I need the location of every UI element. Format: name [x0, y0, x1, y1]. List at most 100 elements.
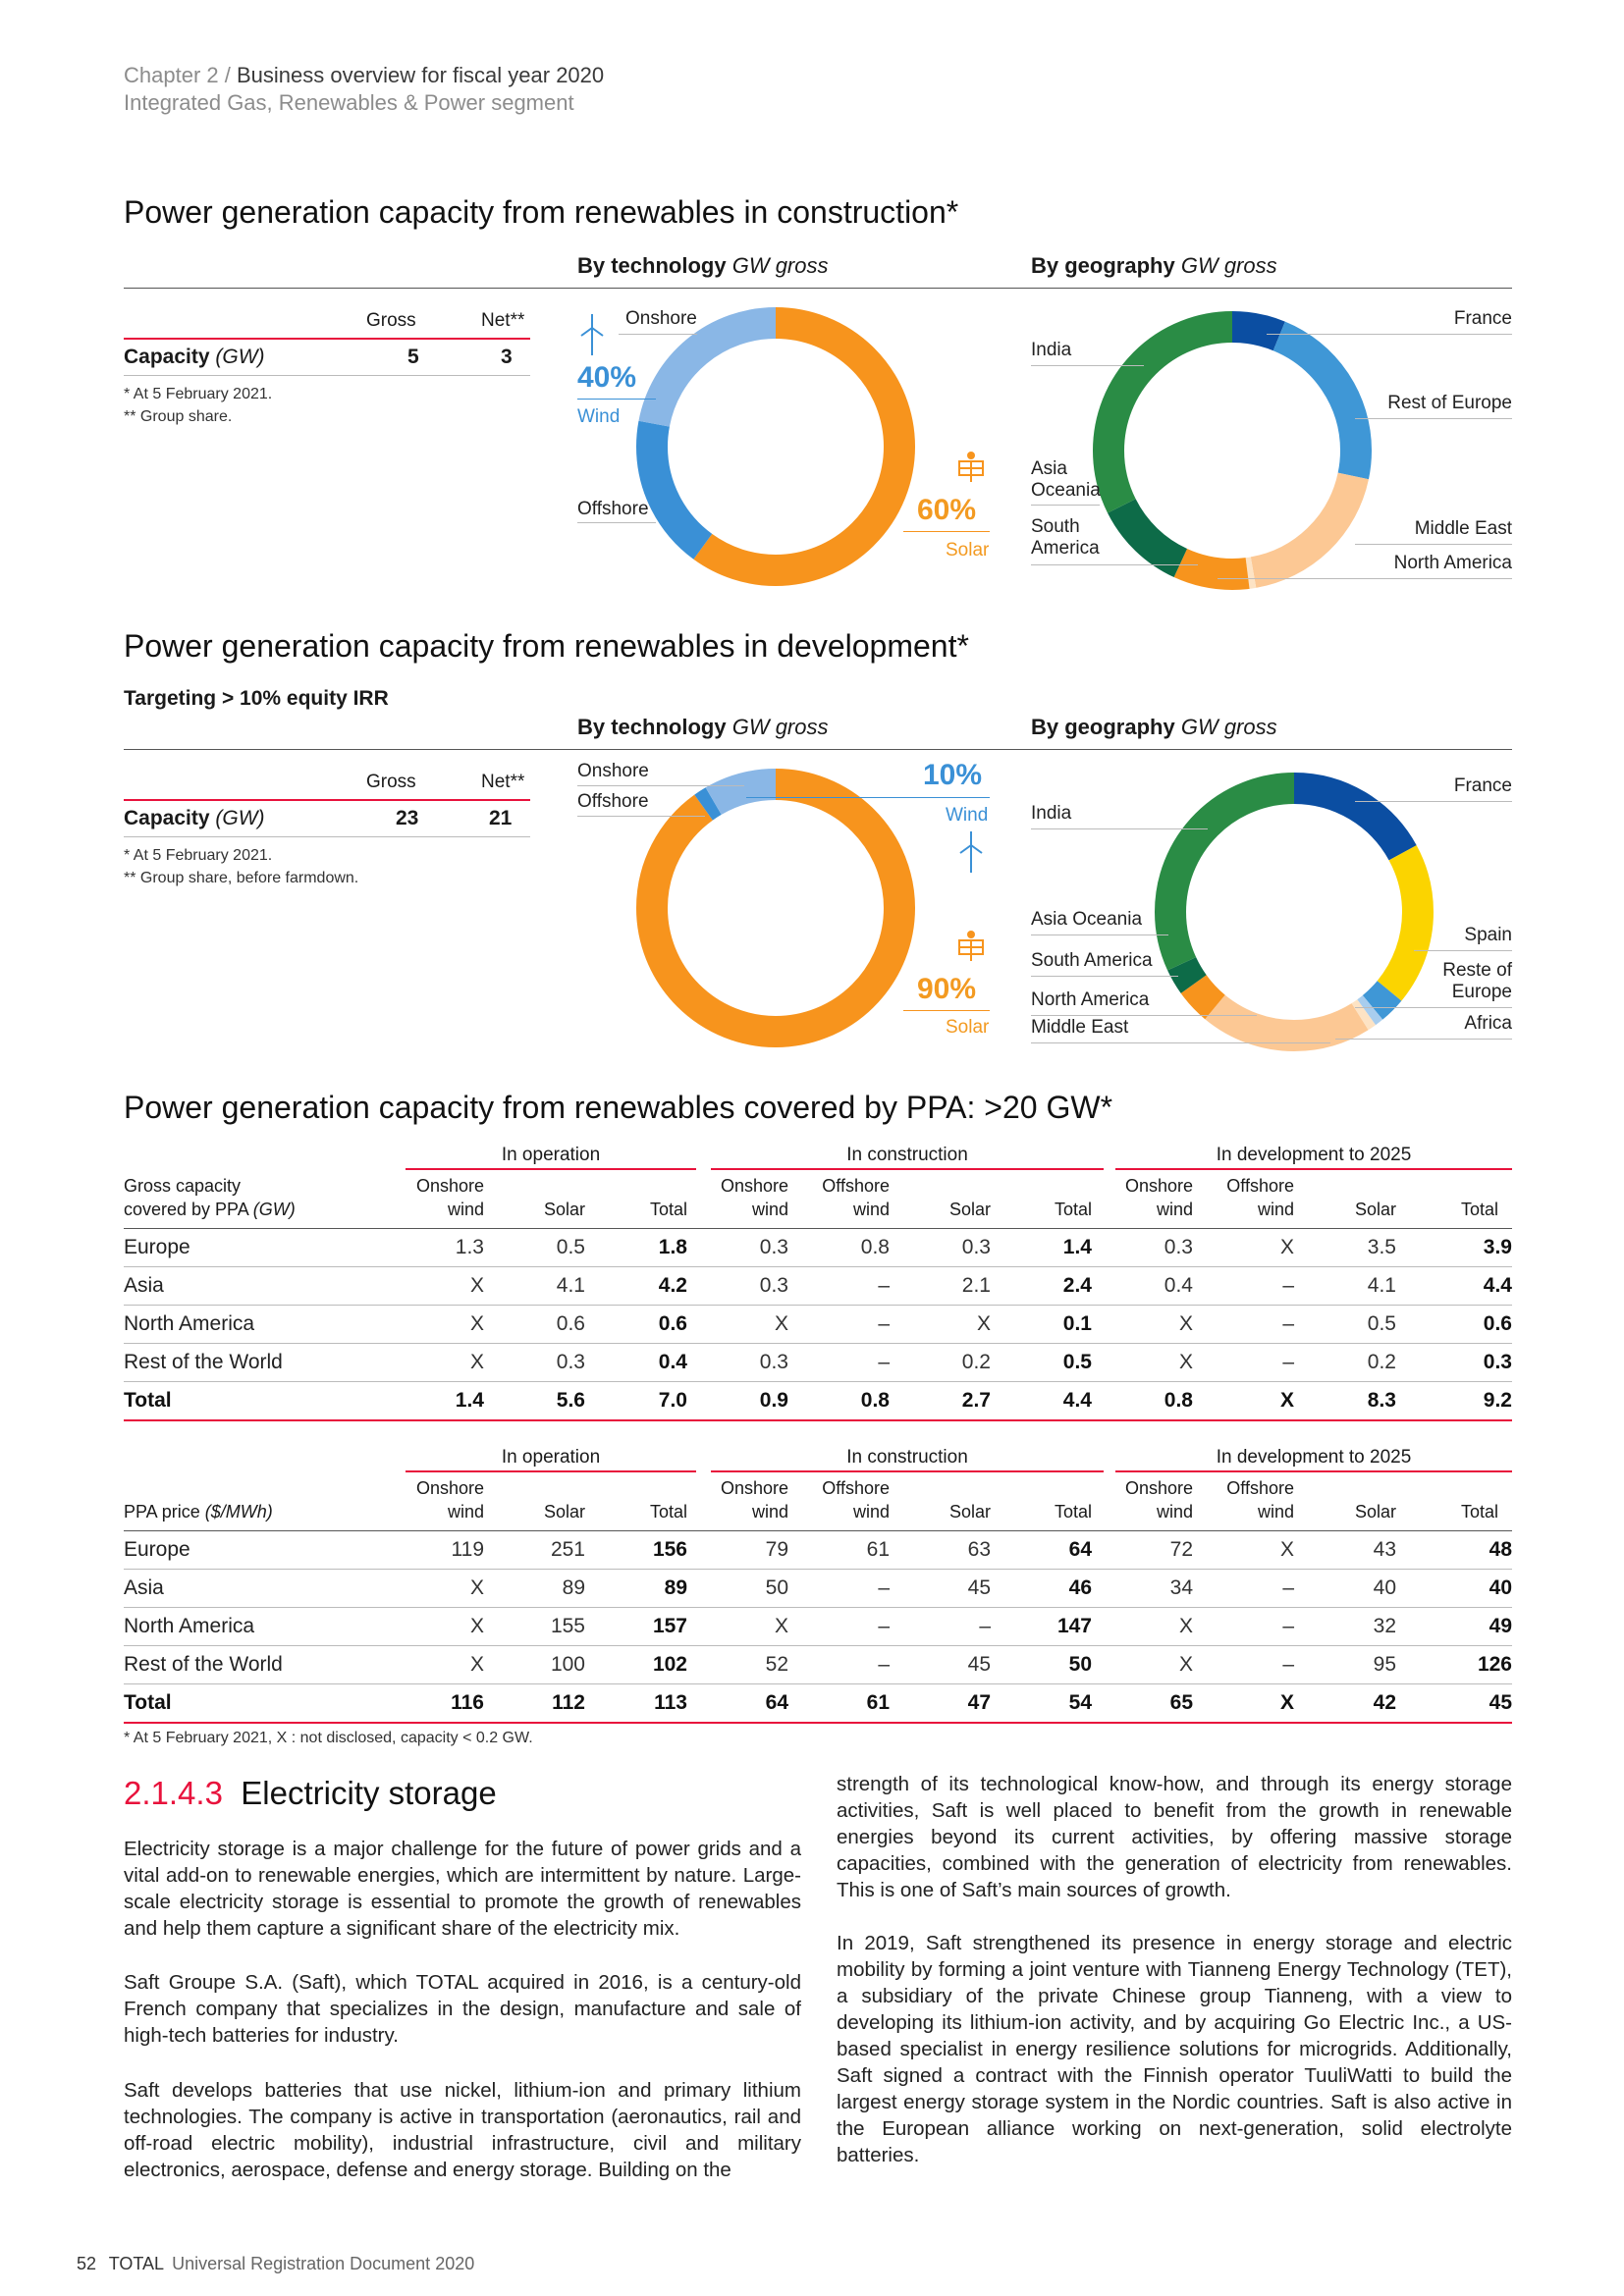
table-cell: X	[373, 1305, 484, 1344]
chapter-header: Chapter 2 / Business overview for fiscal…	[124, 63, 605, 87]
south-america-label: South America	[1031, 516, 1100, 559]
page-number: 52	[77, 2254, 97, 2273]
development-by-tech: By technology GW gross	[577, 715, 829, 739]
spain-label: Spain	[1464, 925, 1512, 945]
table-cell: X	[1193, 1229, 1294, 1267]
table-row: North America X 0.6 0.6 X – X 0.1 X –0.5 0.6	[124, 1305, 1512, 1344]
leader-line	[577, 816, 705, 817]
leader-line	[1267, 334, 1512, 335]
table-cell: 0.4	[1092, 1266, 1193, 1306]
leader-line	[1355, 418, 1512, 419]
south-america-label: South America	[1031, 950, 1153, 971]
middle-east-label: Middle East	[1031, 1017, 1129, 1038]
table-cell: 63	[890, 1531, 991, 1570]
table-cell: 0.5	[1294, 1305, 1396, 1344]
table-cell: 113	[585, 1683, 687, 1724]
table-cell: 45	[890, 1569, 991, 1608]
divider	[1115, 1470, 1512, 1472]
table-row: Rest of the World X 0.3 0.4 0.3–0.2 0.5 X –0.2 0…	[124, 1343, 1512, 1382]
leader-line	[1218, 578, 1512, 579]
table-cell: –	[1193, 1607, 1294, 1646]
table-cell: X	[1193, 1683, 1294, 1724]
paragraph: Saft Groupe S.A. (Saft), which TOTAL acq…	[124, 1971, 801, 2047]
table-cell: 0.3	[484, 1343, 585, 1382]
doc-title: Universal Registration Document 2020	[172, 2254, 475, 2273]
table-cell: 0.8	[788, 1229, 890, 1267]
ppa-title: Power generation capacity from renewable…	[124, 1090, 1113, 1125]
table-cell: 0.3	[1092, 1229, 1193, 1267]
table-cell: 49	[1396, 1607, 1512, 1646]
paragraph: Saft develops batteries that use nickel,…	[124, 2079, 801, 2181]
table-cell: 157	[585, 1607, 687, 1646]
col-onshore-wind: Onshore wind	[720, 1478, 788, 1522]
col-solar: Solar	[948, 1200, 991, 1219]
capacity-net: 21	[489, 807, 513, 829]
leader-line	[1031, 828, 1208, 829]
middle-east-label: Middle East	[1414, 518, 1512, 539]
col-onshore-wind: Onshore wind	[1124, 1478, 1193, 1522]
leader-line	[1355, 544, 1512, 545]
row-label: Rest of the World	[124, 1343, 373, 1382]
row-label: Europe	[124, 1229, 373, 1267]
capacity-gross: 23	[396, 807, 419, 829]
france-label: France	[1453, 308, 1512, 329]
onshore-segment	[636, 769, 915, 1047]
row-label: Asia	[124, 1569, 373, 1608]
divider	[746, 797, 990, 798]
row-label: Europe	[124, 1531, 373, 1570]
table-cell: 43	[1294, 1531, 1396, 1570]
table-cell: X	[373, 1569, 484, 1608]
row-label: North America	[124, 1607, 373, 1646]
table-cell: 155	[484, 1607, 585, 1646]
asia-oceania-label: Asia Oceania	[1031, 458, 1101, 501]
leader-line	[1031, 1042, 1330, 1043]
table-cell: 4.1	[484, 1266, 585, 1306]
table-cell: –	[1193, 1305, 1294, 1344]
capacity-gross: 5	[407, 346, 419, 368]
table-cell: 1.3	[373, 1229, 484, 1267]
table-cell: 47	[890, 1683, 991, 1724]
table-cell: 0.8	[788, 1381, 890, 1421]
table-cell: X	[1092, 1645, 1193, 1684]
col-onshore-wind: Onshore wind	[415, 1478, 484, 1522]
development-geo-donut	[1155, 773, 1434, 1051]
table-cell: 50	[991, 1645, 1092, 1684]
india-label: India	[1031, 803, 1072, 824]
table-cell: X	[373, 1266, 484, 1306]
segment-header: Integrated Gas, Renewables & Power segme…	[124, 90, 574, 115]
table-cell: 0.6	[585, 1305, 687, 1344]
solar-label: Solar	[946, 540, 990, 561]
wind-percent: 40%	[577, 361, 637, 394]
divider	[124, 1228, 1512, 1229]
col-solar: Solar	[1354, 1200, 1396, 1219]
development-tech-donut	[636, 769, 915, 1047]
africa-label: Africa	[1464, 1013, 1512, 1034]
table-cell: –	[788, 1607, 890, 1646]
rest-of-europe-segment	[1093, 311, 1372, 590]
table-cell: 79	[687, 1531, 788, 1570]
north-america-segment	[1155, 773, 1434, 1051]
table-cell: X	[373, 1645, 484, 1684]
col-total: Total	[1460, 1200, 1498, 1219]
table-cell: 2.7	[890, 1381, 991, 1421]
offshore-segment	[636, 307, 915, 586]
table-cell: –	[788, 1645, 890, 1684]
col-offshore-wind: Offshore wind	[1226, 1176, 1294, 1219]
wind-label: Wind	[946, 805, 989, 826]
table-cell: 126	[1396, 1645, 1512, 1684]
table-row: North America X 155 157 X – –147 X –32 49	[124, 1607, 1512, 1646]
table-row: Europe 1.3 0.5 1.8 0.3 0.8 0.3 1.4 0.3 X 3.5 3.9	[124, 1229, 1512, 1267]
table-cell: 89	[484, 1569, 585, 1608]
table-cell: 0.8	[1092, 1381, 1193, 1421]
development-title: Power generation capacity from renewable…	[124, 628, 969, 664]
table-cell: X	[1092, 1305, 1193, 1344]
leader-line	[619, 334, 697, 335]
note: ** Group share.	[124, 408, 233, 425]
col-total: Total	[1460, 1502, 1498, 1522]
ppa-note: * At 5 February 2021, X : not disclosed,…	[124, 1730, 533, 1746]
table-cell: 42	[1294, 1683, 1396, 1724]
india-segment	[1155, 773, 1434, 1051]
table-cell: 0.2	[890, 1343, 991, 1382]
table-cell: 0.5	[991, 1343, 1092, 1382]
table-cell: 100	[484, 1645, 585, 1684]
